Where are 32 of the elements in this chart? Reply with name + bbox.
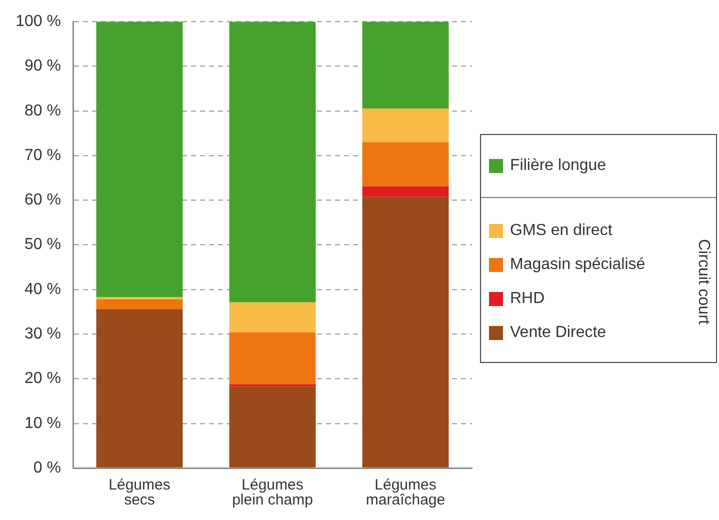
bar (229, 332, 316, 385)
y-tick-label: 100 % (16, 13, 61, 30)
y-tick-label: 0 % (33, 459, 61, 476)
bar (362, 186, 449, 197)
bar (362, 196, 449, 468)
y-tick-label: 30 % (24, 325, 61, 342)
bar (229, 302, 316, 332)
y-tick-label: 70 % (24, 146, 61, 164)
legend-label: Vente Directe (510, 324, 606, 342)
y-tick-label: 60 % (24, 192, 61, 209)
bar (362, 142, 449, 186)
x-tick-label: Légumes plein champ (232, 476, 313, 509)
legend-label: Magasin spécialisé (510, 256, 646, 274)
bar (96, 22, 183, 298)
bar (229, 22, 316, 302)
legend-label: RHD (510, 290, 545, 308)
y-tick-label: 40 % (24, 280, 61, 298)
bar (362, 108, 449, 142)
legend-title: Circuit court (694, 238, 712, 324)
y-tick-label: 10 % (24, 414, 61, 432)
legend-label: Filière longue (510, 156, 606, 174)
y-tick-label: 90 % (24, 58, 61, 75)
bar (229, 386, 316, 468)
bar (96, 299, 183, 310)
bar (362, 22, 449, 109)
y-tick-label: 50 % (24, 236, 61, 254)
y-tick-label: 80 % (24, 102, 61, 120)
y-tick-label: 20 % (24, 370, 61, 388)
x-tick-label: Légumes maraîchage (366, 476, 446, 509)
legend-label: GMS en direct (510, 222, 612, 240)
x-tick-label: Légumes secs (108, 476, 170, 509)
bar (96, 309, 183, 468)
